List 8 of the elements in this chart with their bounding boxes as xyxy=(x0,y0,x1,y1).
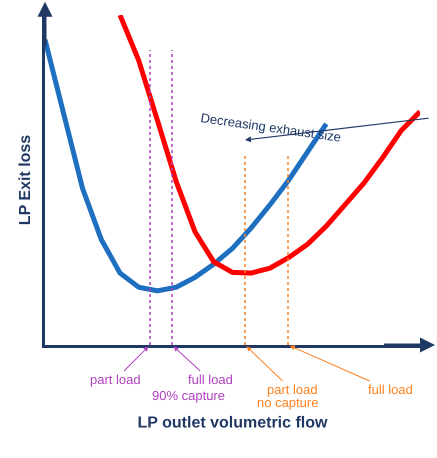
text: 90% capture xyxy=(152,388,225,403)
text: full load xyxy=(188,372,233,387)
text: full load xyxy=(368,382,413,397)
y-axis-title: LP Exit loss xyxy=(16,134,34,226)
text: part load xyxy=(90,372,141,387)
text: part load xyxy=(267,382,318,397)
text: no capture xyxy=(257,395,318,410)
x-axis-title: LP outlet volumetric flow xyxy=(138,414,328,432)
